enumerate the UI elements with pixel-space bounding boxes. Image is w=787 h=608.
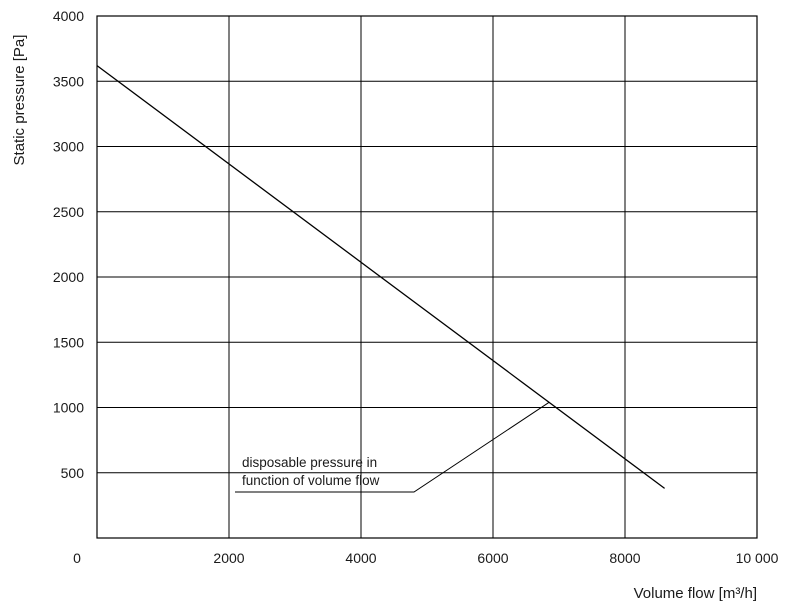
x-tick-label: 6000 bbox=[477, 550, 508, 566]
x-tick-label: 2000 bbox=[213, 550, 244, 566]
y-tick-label: 500 bbox=[61, 465, 85, 481]
series-line bbox=[96, 65, 665, 489]
y-axis-label: Static pressure [Pa] bbox=[11, 35, 28, 166]
x-tick-label: 0 bbox=[73, 550, 81, 566]
y-tick-label: 3000 bbox=[53, 139, 84, 155]
y-tick-label: 3500 bbox=[53, 73, 84, 89]
grid-lines bbox=[97, 16, 757, 538]
y-tick-label: 2500 bbox=[53, 204, 84, 220]
y-tick-label: 4000 bbox=[53, 8, 84, 24]
x-tick-label: 10 000 bbox=[736, 550, 779, 566]
y-tick-label: 1500 bbox=[53, 334, 84, 350]
y-tick-label: 2000 bbox=[53, 269, 84, 285]
x-axis-label: Volume flow [m³/h] bbox=[634, 585, 757, 602]
x-tick-label: 4000 bbox=[345, 550, 376, 566]
annotation-text: function of volume flow bbox=[242, 473, 380, 488]
series-layer bbox=[96, 65, 665, 489]
x-tick-label: 8000 bbox=[609, 550, 640, 566]
tick-labels: 0 2000 4000 6000 8000 10 000 500 1000 1500 2000 25… bbox=[53, 8, 779, 566]
annotation-layer: disposable pressure in function of volume… bbox=[235, 401, 550, 493]
plot-frame bbox=[96, 15, 758, 539]
annotation-leader bbox=[235, 401, 550, 493]
y-tick-label: 1000 bbox=[53, 400, 84, 416]
annotation-text: disposable pressure in bbox=[242, 455, 377, 470]
